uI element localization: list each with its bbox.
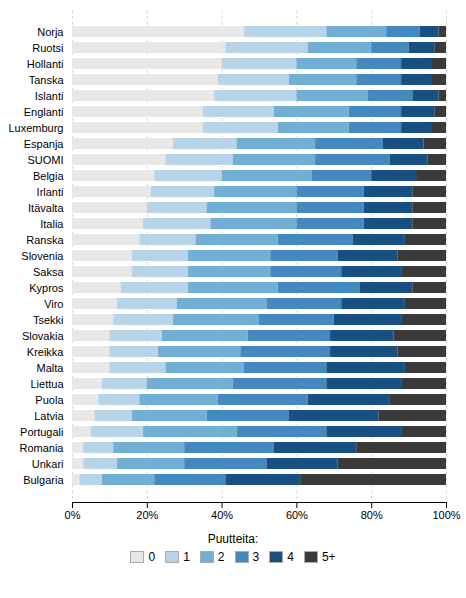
- svg-text:Itävalta: Itävalta: [28, 202, 64, 214]
- svg-text:Slovakia: Slovakia: [22, 330, 64, 342]
- svg-text:Espanja: Espanja: [24, 138, 65, 150]
- svg-text:Ranska: Ranska: [26, 234, 64, 246]
- svg-text:Puola: Puola: [35, 394, 64, 406]
- html-text:4: 4: [287, 550, 294, 564]
- svg-text:Tanska: Tanska: [29, 74, 65, 86]
- svg-text:Ruotsi: Ruotsi: [32, 42, 63, 54]
- html-text:2: 2: [217, 550, 225, 564]
- svg-text:40%: 40%: [211, 509, 233, 521]
- svg-text:Slovenia: Slovenia: [21, 250, 64, 262]
- svg-text:Malta: Malta: [37, 362, 65, 374]
- svg-text:Tsekki: Tsekki: [33, 314, 64, 326]
- svg-text:Hollanti: Hollanti: [27, 58, 64, 70]
- svg-text:Englanti: Englanti: [24, 106, 64, 118]
- html-text:Puutteita:: Puutteita:: [207, 532, 259, 546]
- svg-text:80%: 80%: [361, 509, 383, 521]
- svg-text:20%: 20%: [136, 509, 158, 521]
- svg-text:Viro: Viro: [44, 298, 63, 310]
- svg-text:60%: 60%: [286, 509, 308, 521]
- svg-text:Liettua: Liettua: [30, 378, 64, 390]
- svg-text:Bulgaria: Bulgaria: [23, 474, 64, 486]
- html-text:3: 3: [252, 550, 260, 564]
- svg-text:100%: 100%: [432, 509, 460, 521]
- svg-text:Saksa: Saksa: [33, 266, 64, 278]
- svg-text:Kreikka: Kreikka: [27, 346, 65, 358]
- svg-text:Belgia: Belgia: [33, 170, 64, 182]
- html-text:0: 0: [148, 550, 156, 564]
- svg-text:0%: 0%: [65, 509, 81, 521]
- svg-text:Latvia: Latvia: [34, 410, 64, 422]
- svg-text:Unkari: Unkari: [32, 458, 64, 470]
- svg-text:Islanti: Islanti: [35, 90, 64, 102]
- svg-text:Luxemburg: Luxemburg: [8, 122, 63, 134]
- svg-text:Italia: Italia: [40, 218, 64, 230]
- svg-text:SUOMI: SUOMI: [27, 154, 63, 166]
- svg-text:Romania: Romania: [19, 442, 64, 454]
- html-text:1: 1: [183, 550, 190, 564]
- svg-text:Norja: Norja: [37, 26, 64, 38]
- svg-text:Kypros: Kypros: [29, 282, 64, 294]
- svg-text:Irlanti: Irlanti: [37, 186, 64, 198]
- html-text:5+: 5+: [321, 550, 336, 564]
- svg-text:Portugali: Portugali: [20, 426, 63, 438]
